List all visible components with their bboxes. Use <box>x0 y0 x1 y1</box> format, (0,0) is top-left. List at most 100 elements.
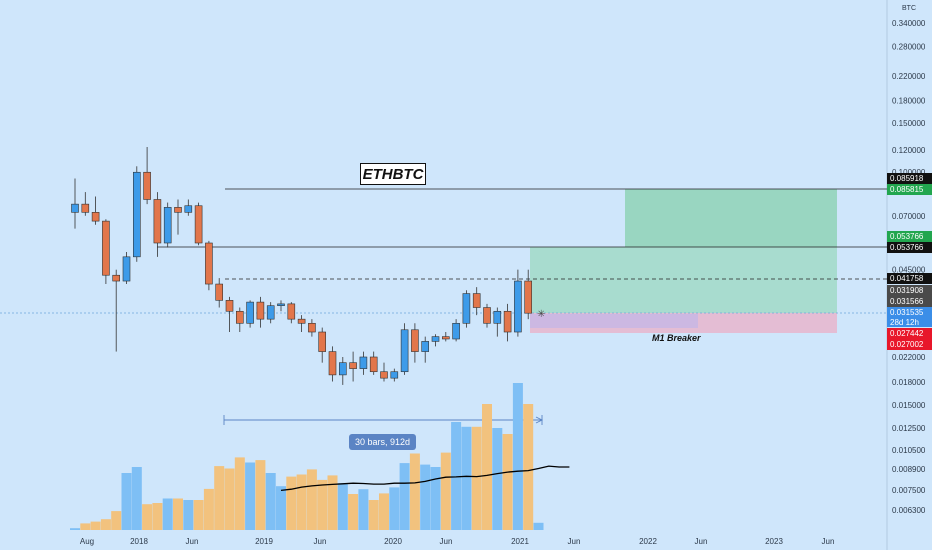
time-tick-label: Jun <box>568 537 581 546</box>
price-badge-0.053766-black: 0.053766 <box>887 242 932 253</box>
candle-body <box>483 307 491 324</box>
candle-body <box>328 351 337 376</box>
chart-title[interactable]: ETHBTC <box>360 163 426 185</box>
time-tick-label: Aug <box>80 537 94 546</box>
price-badge-0.031566: 0.031566 <box>887 296 932 307</box>
candle-body <box>225 300 234 312</box>
candle <box>277 300 285 312</box>
price-badge-0.085918: 0.085918 <box>887 173 932 184</box>
volume-bars <box>70 383 544 530</box>
volume-bar <box>173 498 183 530</box>
candle-body <box>472 293 481 308</box>
candle <box>184 199 193 216</box>
target-zone <box>625 189 837 247</box>
candle <box>441 332 450 342</box>
candle-body <box>143 171 151 200</box>
volume-bar <box>430 467 441 530</box>
price-badge-0.053766-green: 0.053766 <box>887 231 932 242</box>
price-tick-label: 0.008900 <box>892 465 926 474</box>
candle <box>246 300 254 328</box>
candle-body <box>287 303 296 320</box>
price-tick-label: 0.280000 <box>892 43 926 52</box>
candle-body <box>246 301 254 324</box>
current-price-text: 0.031535 <box>890 308 924 317</box>
price-tick-label: 0.150000 <box>892 119 926 128</box>
volume-bar <box>214 466 225 530</box>
m1-breaker-zone <box>530 314 698 328</box>
price-tick-label: 0.070000 <box>892 212 926 221</box>
price-tick-label: 0.100000 <box>892 168 926 177</box>
cursor-icon: ✳ <box>537 309 545 320</box>
candle-body <box>112 274 120 282</box>
volume-bar <box>348 494 359 530</box>
volume-moving-average <box>280 465 570 492</box>
candle-body <box>266 305 275 320</box>
time-tick-label: 2018 <box>130 537 148 546</box>
time-tick-label: 2023 <box>765 537 783 546</box>
volume-bar <box>461 426 472 530</box>
candle <box>194 202 203 246</box>
volume-bar <box>162 498 173 530</box>
candle-body <box>163 207 172 244</box>
price-badge-current: 0.031535 28d 12h <box>887 307 932 327</box>
candle-body <box>452 322 460 340</box>
volume-bar <box>379 493 389 530</box>
candle <box>411 323 419 363</box>
volume-bar <box>502 434 513 530</box>
volume-bar <box>471 426 482 530</box>
candle <box>133 166 141 262</box>
candle <box>205 240 213 291</box>
candle <box>400 323 409 375</box>
candle-body <box>493 310 502 324</box>
time-tick-label: 2020 <box>384 537 402 546</box>
volume-bar <box>389 487 400 530</box>
volume-bar <box>183 500 194 530</box>
candle <box>143 146 151 205</box>
price-tick-label: 0.220000 <box>892 72 926 81</box>
candle <box>153 192 162 257</box>
volume-bar <box>234 457 245 530</box>
zone-label: M1 Breaker <box>652 333 701 343</box>
time-tick-label: Jun <box>822 537 835 546</box>
candle-body <box>153 199 162 244</box>
candle <box>266 302 275 324</box>
price-badge-0.085815: 0.085815 <box>887 184 932 195</box>
volume-bar <box>327 475 338 530</box>
candle <box>431 334 440 347</box>
candle <box>421 336 430 363</box>
candle <box>122 252 131 285</box>
candle <box>338 357 347 385</box>
candle <box>225 296 234 333</box>
volume-bar <box>152 503 163 530</box>
candle <box>81 192 90 216</box>
candle-body <box>297 318 306 324</box>
candle <box>236 307 244 333</box>
volume-bar <box>111 511 122 530</box>
candle-body <box>400 329 409 373</box>
price-tick-label: 0.018000 <box>892 378 926 387</box>
candle-body <box>441 336 450 340</box>
volume-bar <box>337 483 348 530</box>
candle <box>349 351 357 382</box>
volume-bar <box>440 452 451 530</box>
candle-body <box>81 203 90 213</box>
volume-bar <box>451 422 462 530</box>
candle-body <box>390 371 399 379</box>
candle-body <box>503 310 512 333</box>
candle-body <box>349 362 357 369</box>
volume-bar <box>482 404 492 530</box>
candle-body <box>462 293 471 324</box>
candle <box>462 290 471 328</box>
price-tick-label: 0.015000 <box>892 401 926 410</box>
price-axis-ticks: 0.340000 0.280000 0.220000 0.180000 0.150000… <box>892 19 926 515</box>
candle <box>71 178 79 229</box>
candle <box>524 269 533 320</box>
price-badge-0.027002: 0.027002 <box>887 339 932 350</box>
volume-bar <box>245 462 256 530</box>
candle <box>256 296 265 328</box>
volume-bar <box>80 523 91 530</box>
volume-bar <box>121 473 132 530</box>
candle <box>472 287 481 316</box>
